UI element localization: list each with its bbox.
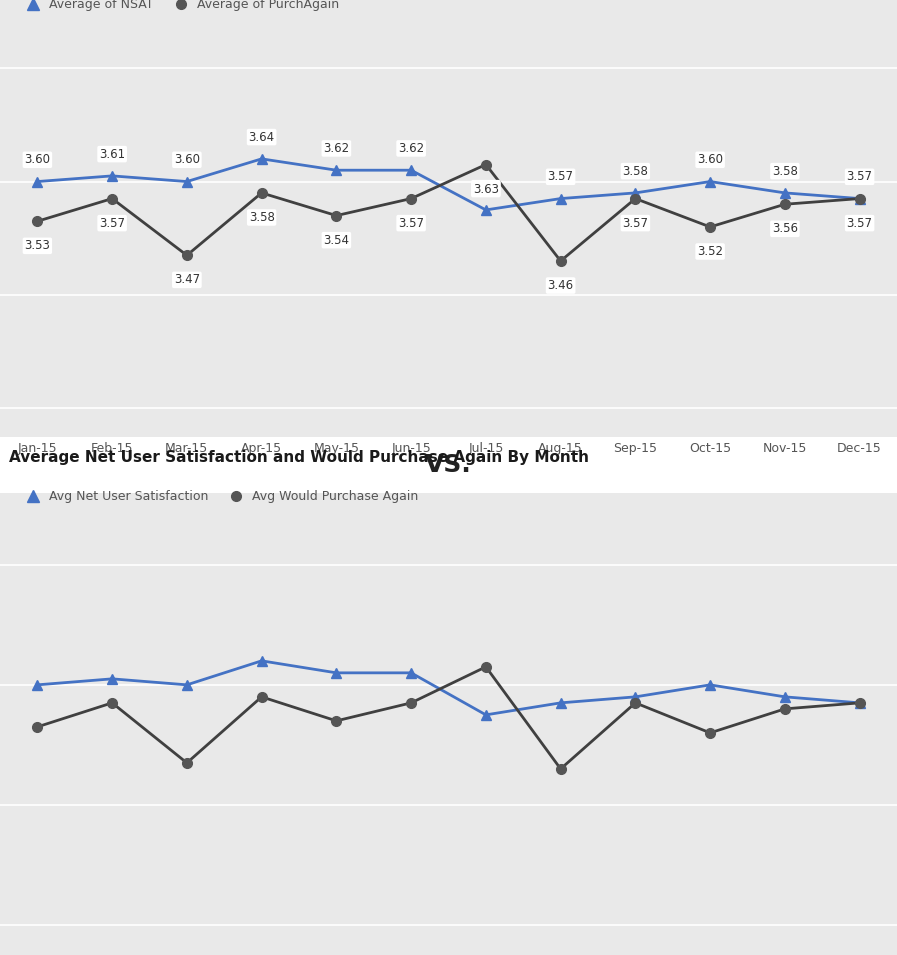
Text: 3.62: 3.62 [323,142,350,155]
Legend: Avg Net User Satisfaction, Avg Would Purchase Again: Avg Net User Satisfaction, Avg Would Pur… [15,485,423,508]
Text: 3.57: 3.57 [398,217,424,229]
Text: 3.53: 3.53 [24,240,50,252]
Text: 3.57: 3.57 [548,170,573,183]
Text: 3.57: 3.57 [100,217,125,229]
Text: 3.52: 3.52 [697,245,723,258]
Text: 3.55: 3.55 [473,181,499,195]
Text: 3.57: 3.57 [847,217,873,229]
Text: 3.56: 3.56 [772,223,797,235]
Text: 3.46: 3.46 [547,279,574,292]
Text: 3.62: 3.62 [398,142,424,155]
Text: 3.60: 3.60 [24,153,50,166]
Text: 3.57: 3.57 [847,170,873,183]
Text: 3.58: 3.58 [772,164,797,178]
Text: 3.58: 3.58 [623,164,649,178]
Legend: Average of NSAT, Average of PurchAgain: Average of NSAT, Average of PurchAgain [15,0,344,16]
Text: VS.: VS. [425,453,472,477]
Text: Average Net User Satisfaction and Would Purchase Again By Month: Average Net User Satisfaction and Would … [9,450,589,465]
Text: 3.63: 3.63 [473,182,499,196]
Text: 3.60: 3.60 [174,153,200,166]
Text: 3.64: 3.64 [248,131,274,143]
Text: 3.60: 3.60 [697,153,723,166]
Text: 3.54: 3.54 [324,234,349,246]
Text: 3.61: 3.61 [99,148,126,160]
Text: 3.47: 3.47 [174,273,200,286]
Text: 3.57: 3.57 [623,217,649,229]
Text: 3.58: 3.58 [248,211,274,224]
